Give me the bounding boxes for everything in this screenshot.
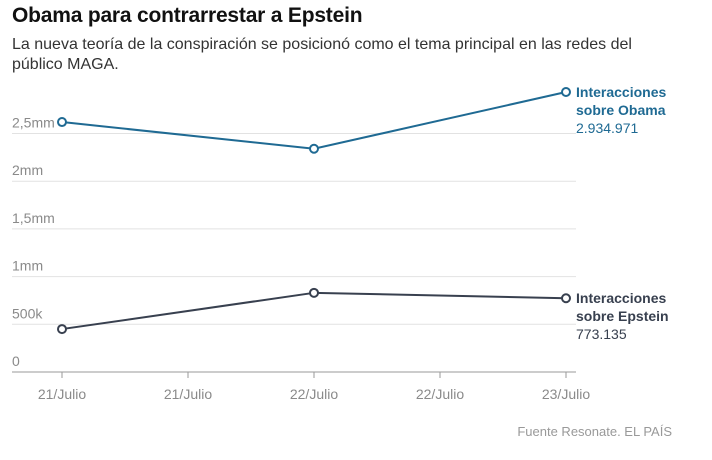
data-point bbox=[561, 87, 571, 97]
data-point bbox=[57, 324, 67, 335]
series-lines bbox=[57, 87, 571, 335]
data-point bbox=[309, 287, 319, 298]
series-label-line2: sobre Obama bbox=[576, 102, 666, 118]
line-chart: 0 500k 1mm 1,5mm 2mm 2,5mm 21/Julio 21/Julio 22… bbox=[12, 84, 669, 402]
data-point bbox=[561, 293, 571, 304]
data-point bbox=[309, 143, 319, 154]
chart-subtitle: La nueva teoría de la conspiración se po… bbox=[12, 36, 632, 73]
y-tick-label: 2,5mm bbox=[12, 114, 55, 130]
y-tick-label: 0 bbox=[12, 353, 20, 369]
y-tick-label: 1mm bbox=[12, 258, 43, 274]
chart-title: Obama para contrarrestar a Epstein bbox=[12, 4, 363, 27]
series-last-value: 773.135 bbox=[576, 326, 627, 342]
x-tick-label: 22/Julio bbox=[290, 386, 338, 402]
x-tick-label: 23/Julio bbox=[542, 386, 590, 402]
data-point bbox=[57, 117, 67, 128]
series-last-value: 2.934.971 bbox=[576, 120, 638, 136]
series-line-1 bbox=[61, 291, 567, 331]
x-tick-label: 22/Julio bbox=[416, 386, 464, 402]
source-note: Fuente Resonate. EL PAÍS bbox=[517, 424, 672, 439]
x-tick-label: 21/Julio bbox=[38, 386, 86, 402]
y-tick-label: 2mm bbox=[12, 162, 43, 178]
series-label-line1: Interacciones bbox=[576, 84, 666, 100]
x-axis: 21/Julio 21/Julio 22/Julio 22/Julio 23/Julio bbox=[12, 371, 590, 402]
series-label-line1: Interacciones bbox=[576, 290, 666, 306]
series-labels: Interacciones sobre Obama 2.934.971 Interac… bbox=[576, 84, 669, 342]
y-axis-ticks: 0 500k 1mm 1,5mm 2mm 2,5mm bbox=[12, 114, 55, 369]
series-line-0 bbox=[61, 91, 567, 150]
x-tick-label: 21/Julio bbox=[164, 386, 212, 402]
grid-lines bbox=[12, 132, 576, 325]
y-tick-label: 500k bbox=[12, 305, 43, 321]
series-label-line2: sobre Epstein bbox=[576, 308, 669, 324]
y-tick-label: 1,5mm bbox=[12, 210, 55, 226]
